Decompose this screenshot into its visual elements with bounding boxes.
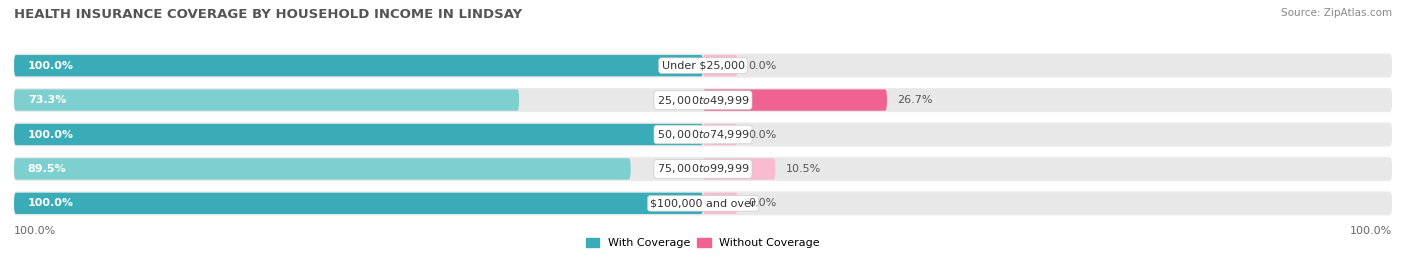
FancyBboxPatch shape: [14, 191, 1392, 215]
FancyBboxPatch shape: [703, 158, 775, 180]
FancyBboxPatch shape: [703, 55, 738, 76]
Text: $75,000 to $99,999: $75,000 to $99,999: [657, 162, 749, 175]
Text: 10.5%: 10.5%: [786, 164, 821, 174]
FancyBboxPatch shape: [14, 158, 1392, 180]
Text: Under $25,000: Under $25,000: [661, 61, 745, 71]
FancyBboxPatch shape: [14, 89, 519, 111]
FancyBboxPatch shape: [703, 124, 738, 145]
FancyBboxPatch shape: [703, 89, 887, 111]
FancyBboxPatch shape: [14, 55, 1392, 76]
Text: $100,000 and over: $100,000 and over: [650, 198, 756, 208]
Text: $50,000 to $74,999: $50,000 to $74,999: [657, 128, 749, 141]
FancyBboxPatch shape: [14, 193, 703, 214]
FancyBboxPatch shape: [14, 124, 703, 145]
Text: 100.0%: 100.0%: [28, 129, 75, 140]
FancyBboxPatch shape: [14, 55, 703, 76]
Text: 0.0%: 0.0%: [748, 61, 776, 71]
Legend: With Coverage, Without Coverage: With Coverage, Without Coverage: [582, 233, 824, 253]
FancyBboxPatch shape: [14, 122, 1392, 147]
FancyBboxPatch shape: [703, 193, 738, 214]
Text: Source: ZipAtlas.com: Source: ZipAtlas.com: [1281, 8, 1392, 18]
Text: $25,000 to $49,999: $25,000 to $49,999: [657, 94, 749, 107]
Text: 100.0%: 100.0%: [14, 226, 56, 236]
FancyBboxPatch shape: [14, 157, 1392, 181]
Text: HEALTH INSURANCE COVERAGE BY HOUSEHOLD INCOME IN LINDSAY: HEALTH INSURANCE COVERAGE BY HOUSEHOLD I…: [14, 8, 522, 21]
FancyBboxPatch shape: [14, 54, 1392, 78]
FancyBboxPatch shape: [14, 88, 1392, 112]
Text: 26.7%: 26.7%: [897, 95, 932, 105]
Text: 100.0%: 100.0%: [28, 198, 75, 208]
Text: 73.3%: 73.3%: [28, 95, 66, 105]
FancyBboxPatch shape: [14, 158, 631, 180]
FancyBboxPatch shape: [14, 124, 1392, 145]
Text: 0.0%: 0.0%: [748, 198, 776, 208]
Text: 100.0%: 100.0%: [1350, 226, 1392, 236]
Text: 89.5%: 89.5%: [28, 164, 66, 174]
Text: 0.0%: 0.0%: [748, 129, 776, 140]
Text: 100.0%: 100.0%: [28, 61, 75, 71]
FancyBboxPatch shape: [14, 89, 1392, 111]
FancyBboxPatch shape: [14, 193, 1392, 214]
